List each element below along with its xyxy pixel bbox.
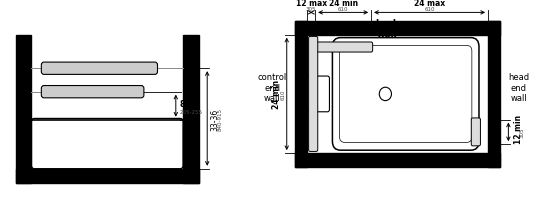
Text: 33-36: 33-36 xyxy=(210,108,219,130)
Text: 305: 305 xyxy=(520,127,525,137)
FancyBboxPatch shape xyxy=(471,118,480,146)
Bar xyxy=(16,36,32,183)
FancyBboxPatch shape xyxy=(314,43,373,53)
Bar xyxy=(295,153,500,167)
Text: head
end
wall: head end wall xyxy=(508,73,529,103)
Bar xyxy=(295,22,500,36)
FancyBboxPatch shape xyxy=(308,37,318,152)
Text: 205-255: 205-255 xyxy=(180,109,203,114)
Text: 8-10: 8-10 xyxy=(180,99,199,108)
Bar xyxy=(183,36,199,183)
Text: 305: 305 xyxy=(306,7,316,12)
Bar xyxy=(488,22,500,167)
Bar xyxy=(16,169,199,183)
Text: 610: 610 xyxy=(280,89,285,100)
Text: 12 min: 12 min xyxy=(514,114,524,143)
Bar xyxy=(295,22,307,167)
Bar xyxy=(32,36,183,169)
Text: 24 max: 24 max xyxy=(414,0,445,8)
Text: 610: 610 xyxy=(424,7,435,12)
Text: back
wall: back wall xyxy=(376,19,399,39)
Text: 24 min: 24 min xyxy=(272,80,281,109)
Text: 610: 610 xyxy=(338,7,348,12)
Bar xyxy=(307,36,488,153)
Text: 840-915: 840-915 xyxy=(218,107,223,130)
Text: 12 max: 12 max xyxy=(295,0,327,8)
Text: 24 min: 24 min xyxy=(329,0,358,8)
FancyBboxPatch shape xyxy=(41,86,144,98)
Text: control
end
wall: control end wall xyxy=(258,73,287,103)
FancyBboxPatch shape xyxy=(41,63,157,75)
